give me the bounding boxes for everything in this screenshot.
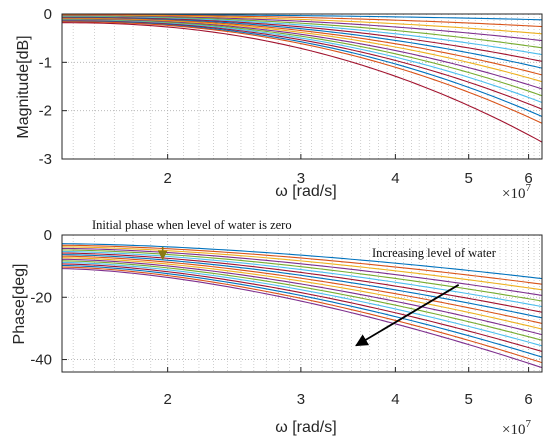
phase-ytick-label: -40 xyxy=(30,352,52,369)
phase-plot: 2 3 4 5 6 0 -20 -40 Phase[deg] ω [rad/s] ×107 I… xyxy=(11,218,543,438)
magnitude-series-line xyxy=(62,15,542,42)
phase-ytick-label: -20 xyxy=(30,289,52,306)
magnitude-series-line xyxy=(62,19,542,97)
phase-ytick-label: 0 xyxy=(44,227,52,244)
magnitude-ytick-label: -2 xyxy=(39,103,52,120)
phase-series-line xyxy=(62,266,542,364)
magnitude-series-line xyxy=(62,20,542,110)
magnitude-xtick-label: 5 xyxy=(465,170,473,187)
magnitude-ytick-label: -3 xyxy=(39,151,52,168)
magnitude-series-line xyxy=(62,18,542,83)
phase-ticks: 2 3 4 5 6 0 -20 -40 xyxy=(30,227,532,408)
magnitude-series-line xyxy=(62,18,542,90)
phase-series-line xyxy=(62,244,542,285)
phase-series-line xyxy=(62,261,542,347)
magnitude-series-line xyxy=(62,17,542,76)
phase-series-line xyxy=(62,246,542,291)
phase-xtick-label: 6 xyxy=(524,391,532,408)
phase-series-line xyxy=(62,268,542,369)
phase-series-line xyxy=(62,252,542,313)
magnitude-series-line xyxy=(62,16,542,62)
phase-xtick-label: 2 xyxy=(163,391,171,408)
magnitude-xtick-label: 2 xyxy=(163,170,171,187)
magnitude-ticks: 2 3 4 5 6 0 -1 -2 -3 xyxy=(39,6,533,187)
phase-series-line xyxy=(62,255,542,324)
magnitude-series-line xyxy=(62,20,542,117)
magnitude-series-group xyxy=(62,14,542,143)
magnitude-series-line xyxy=(62,14,542,28)
magnitude-grid xyxy=(62,13,542,160)
magnitude-axes-box xyxy=(61,13,543,160)
magnitude-series-line xyxy=(62,14,542,35)
magnitude-series-line xyxy=(62,16,542,56)
phase-xtick-label: 4 xyxy=(391,391,399,408)
phase-series-line xyxy=(62,250,542,308)
annotation-increasing-water-arrow xyxy=(355,284,460,347)
magnitude-plot: 2 3 4 5 6 0 -1 -2 -3 Magnitude[dB] ω [rad/s] ×10… xyxy=(15,6,543,202)
annotation-initial-phase: Initial phase when level of water is zer… xyxy=(92,218,292,232)
magnitude-xtick-label: 6 xyxy=(524,170,532,187)
magnitude-series-line xyxy=(62,17,542,69)
magnitude-xtick-label: 4 xyxy=(391,170,399,187)
magnitude-series-line xyxy=(62,19,542,103)
phase-series-line xyxy=(62,243,542,280)
phase-xlabel: ω [rad/s] xyxy=(275,419,336,436)
phase-series-line xyxy=(62,260,542,341)
annotation-increasing-water: Increasing level of water xyxy=(372,246,497,260)
phase-series-group xyxy=(62,243,542,369)
phase-series-line xyxy=(62,249,542,302)
phase-axes-box xyxy=(61,234,543,373)
magnitude-ytick-label: -1 xyxy=(39,54,52,71)
phase-x-multiplier: ×107 xyxy=(502,418,531,438)
phase-series-line xyxy=(62,254,542,319)
magnitude-series-line xyxy=(62,15,542,49)
phase-series-line xyxy=(62,247,542,296)
magnitude-xtick-label: 3 xyxy=(297,170,305,187)
magnitude-ytick-label: 0 xyxy=(44,6,52,23)
magnitude-series-line xyxy=(62,21,542,124)
phase-ylabel: Phase[deg] xyxy=(11,264,28,345)
phase-xtick-label: 3 xyxy=(297,391,305,408)
magnitude-series-line xyxy=(62,22,542,143)
magnitude-x-multiplier: ×107 xyxy=(502,182,531,202)
phase-series-line xyxy=(62,264,542,358)
phase-series-line xyxy=(62,257,542,330)
phase-series-line xyxy=(62,263,542,352)
phase-xtick-label: 5 xyxy=(465,391,473,408)
magnitude-xlabel: ω [rad/s] xyxy=(275,183,336,200)
phase-series-line xyxy=(62,258,542,336)
magnitude-ylabel: Magnitude[dB] xyxy=(15,35,32,138)
magnitude-series-line xyxy=(62,14,542,21)
